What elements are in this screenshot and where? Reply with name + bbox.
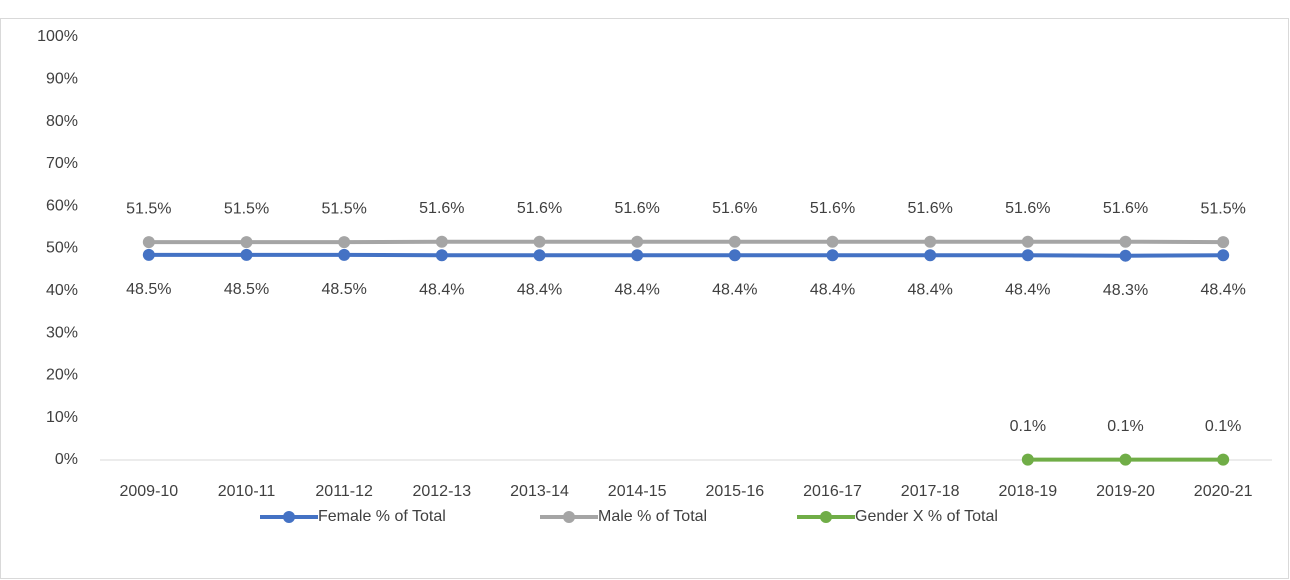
marker <box>142 236 155 249</box>
y-tick-label: 60% <box>46 197 78 214</box>
x-tick-label: 2011-12 <box>315 483 373 500</box>
x-tick-label: 2009-10 <box>119 483 178 500</box>
data-label: 51.6% <box>1103 200 1148 217</box>
marker <box>1021 453 1034 466</box>
series-line <box>148 252 1224 258</box>
x-tick-label: 2015-16 <box>705 483 764 500</box>
marker <box>1119 235 1132 248</box>
marker <box>728 249 741 262</box>
marker <box>338 236 351 249</box>
data-label: 48.5% <box>126 281 171 298</box>
y-tick-label: 100% <box>37 28 78 45</box>
y-tick-label: 90% <box>46 71 78 88</box>
data-label: 51.5% <box>126 200 171 217</box>
legend-marker <box>820 511 832 523</box>
legend-marker <box>283 511 295 523</box>
marker <box>728 235 741 248</box>
x-tick-label: 2013-14 <box>510 483 569 500</box>
legend-label: Gender X % of Total <box>855 508 998 525</box>
data-label: 0.1% <box>1107 418 1143 435</box>
marker <box>240 248 253 261</box>
data-label: 0.1% <box>1010 418 1046 435</box>
data-label: 51.6% <box>1005 200 1050 217</box>
y-tick-label: 10% <box>46 409 78 426</box>
data-label: 48.4% <box>810 281 855 298</box>
marker <box>435 249 448 262</box>
y-tick-label: 50% <box>46 240 78 257</box>
x-tick-label: 2010-11 <box>218 483 276 500</box>
chart-border <box>0 18 1289 579</box>
x-tick-label: 2016-17 <box>803 483 862 500</box>
data-label: 48.4% <box>419 281 464 298</box>
marker <box>240 236 253 249</box>
marker <box>826 235 839 248</box>
data-label: 48.5% <box>321 281 366 298</box>
y-tick-label: 40% <box>46 282 78 299</box>
legend-label: Female % of Total <box>318 508 446 525</box>
marker <box>142 248 155 261</box>
x-tick-label: 2017-18 <box>901 483 960 500</box>
legend-marker <box>563 511 575 523</box>
data-label: 51.5% <box>321 200 366 217</box>
data-label: 0.1% <box>1205 418 1241 435</box>
data-label: 48.4% <box>712 281 757 298</box>
y-tick-label: 80% <box>46 113 78 130</box>
marker <box>631 249 644 262</box>
data-label: 51.6% <box>419 200 464 217</box>
data-label: 48.4% <box>1200 281 1245 298</box>
data-label: 51.6% <box>614 200 659 217</box>
legend-label: Male % of Total <box>598 508 707 525</box>
data-label: 51.6% <box>517 200 562 217</box>
x-tick-label: 2014-15 <box>608 483 667 500</box>
data-label: 51.6% <box>712 200 757 217</box>
x-tick-label: 2020-21 <box>1194 483 1253 500</box>
x-tick-label: 2019-20 <box>1096 483 1155 500</box>
data-label: 48.4% <box>517 281 562 298</box>
data-label: 51.5% <box>1200 200 1245 217</box>
marker <box>1217 249 1230 262</box>
data-label: 51.6% <box>810 200 855 217</box>
marker <box>924 235 937 248</box>
marker <box>1021 249 1034 262</box>
x-tick-label: 2012-13 <box>412 483 471 500</box>
data-label: 48.5% <box>224 281 269 298</box>
y-tick-label: 0% <box>55 451 78 468</box>
marker <box>1119 453 1132 466</box>
marker <box>1119 249 1132 262</box>
marker <box>826 249 839 262</box>
marker <box>1217 453 1230 466</box>
y-tick-label: 20% <box>46 367 78 384</box>
data-label: 51.5% <box>224 200 269 217</box>
marker <box>533 235 546 248</box>
marker <box>1217 236 1230 249</box>
marker <box>533 249 546 262</box>
data-label: 48.4% <box>1005 281 1050 298</box>
x-tick-label: 2018-19 <box>998 483 1057 500</box>
y-tick-label: 30% <box>46 324 78 341</box>
y-tick-label: 70% <box>46 155 78 172</box>
data-label: 48.4% <box>907 281 952 298</box>
marker <box>435 235 448 248</box>
data-label: 51.6% <box>907 200 952 217</box>
marker <box>924 249 937 262</box>
data-label: 48.3% <box>1103 282 1148 299</box>
data-label: 48.4% <box>614 281 659 298</box>
marker <box>631 235 644 248</box>
marker <box>1021 235 1034 248</box>
marker <box>338 248 351 261</box>
